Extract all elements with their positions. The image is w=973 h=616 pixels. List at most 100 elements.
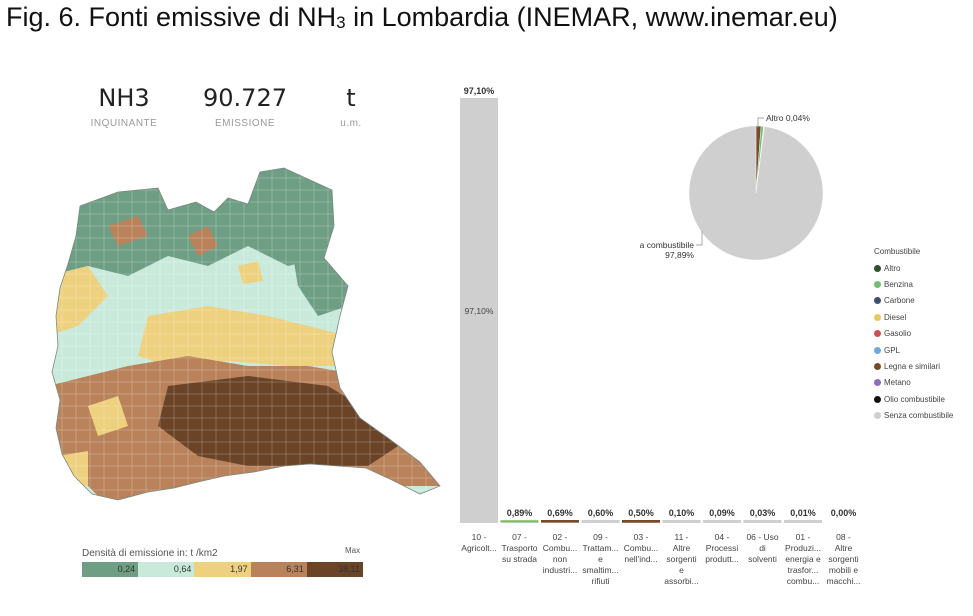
bar-category-label: 08 - — [836, 532, 851, 542]
bar-segment[interactable] — [784, 520, 822, 523]
bar-category-label: Trattam... — [582, 543, 618, 553]
kpi-pollutant-value: NH3 — [98, 84, 150, 112]
bar-category-label: energia e — [785, 554, 821, 564]
bar-value-label: 0,89% — [507, 508, 533, 518]
combustibile-legend-label: GPL — [884, 345, 901, 355]
kpi-unit-value: t — [346, 84, 356, 112]
pie-leader-line — [757, 117, 764, 128]
bar-segment[interactable] — [622, 520, 660, 523]
combustibile-legend-label: Altro — [884, 263, 901, 273]
bar-category-label: 09 - — [593, 532, 608, 542]
bar-segment[interactable] — [581, 520, 620, 523]
legend-dot-icon — [874, 363, 881, 371]
legend-dot-icon — [874, 313, 881, 321]
combustibile-legend-label: Metano — [884, 378, 911, 388]
map-legend-title: Densità di emissione in: t /km2 — [82, 548, 218, 559]
legend-dot-icon — [874, 264, 881, 272]
legend-class-3: 6,31 — [250, 562, 307, 577]
bar-category-label: 10 - — [472, 532, 487, 542]
combustibile-legend-item[interactable]: Senza combustibile — [874, 408, 953, 424]
lombardia-density-map[interactable] — [48, 166, 448, 506]
bar-chart-sectors: 97,10%10 -Agricolt...0,89%07 -Trasportos… — [460, 86, 861, 586]
bar-value-label: 0,60% — [588, 508, 614, 518]
bar-category-label: rifiuti — [592, 576, 610, 586]
legend-dot-icon — [874, 346, 881, 354]
combustibile-legend-item[interactable]: Olio combustibile — [874, 391, 953, 407]
combustibile-legend-item[interactable]: Diesel — [874, 309, 953, 325]
bar-category-label: smaltim... — [582, 565, 618, 575]
combustibile-legend-label: Diesel — [884, 312, 907, 322]
combustibile-legend-item[interactable]: Metano — [874, 375, 953, 391]
figure-title: Fig. 6. Fonti emissive di NH3 in Lombard… — [6, 2, 838, 33]
bar-category-label: nell'ind... — [624, 554, 657, 564]
bar-segment[interactable] — [662, 520, 701, 523]
bar-segment[interactable] — [703, 520, 741, 523]
figure-title-subscript: 3 — [336, 13, 346, 32]
kpi-pollutant: NH3 INQUINANTE — [84, 84, 164, 129]
bar-category-label: produtt... — [705, 554, 739, 564]
legend-class-4: 38,11 — [306, 562, 364, 577]
bar-category-label: 04 - — [715, 532, 730, 542]
bar-category-label: Combu... — [543, 543, 578, 553]
bar-category-label: sorgenti — [666, 554, 696, 564]
figure-title-suffix: in Lombardia (INEMAR, www.inemar.eu) — [345, 2, 838, 32]
bar-category-label: industri... — [543, 565, 578, 575]
combustibile-legend-item[interactable]: Carbone — [874, 293, 953, 309]
bar-category-label: Altre — [835, 543, 853, 553]
legend-class-2: 1,97 — [194, 562, 251, 577]
legend-class-1: 0,64 — [138, 562, 195, 577]
legend-dot-icon — [874, 412, 881, 420]
bar-category-label: 03 - — [634, 532, 649, 542]
legend-dot-icon — [874, 379, 881, 387]
combustibile-legend-label: Legna e similari — [884, 362, 941, 372]
bar-category-label: assorbi... — [664, 576, 699, 586]
map-legend-bar: 0,24 0,64 1,97 6,31 38,11 — [82, 562, 364, 577]
bar-category-label: combu... — [787, 576, 820, 586]
combustibile-legend-item[interactable]: Legna e similari — [874, 358, 953, 374]
bar-category-label: Agricolt... — [461, 543, 496, 553]
bar-value-label: 0,01% — [790, 508, 816, 518]
bar-category-label: macchi... — [826, 576, 860, 586]
pie-slice[interactable] — [688, 125, 824, 261]
bar-category-label: e — [679, 565, 684, 575]
pie-label-senza: Senza combustibile — [640, 240, 694, 250]
bar-category-label: 02 - — [553, 532, 568, 542]
bar-category-label: Produzi... — [785, 543, 821, 553]
bar-category-label: 07 - — [512, 532, 527, 542]
combustibile-legend-item[interactable]: Gasolio — [874, 326, 953, 342]
pie-label-altro: Altro 0,04% — [766, 113, 810, 123]
bar-segment[interactable] — [743, 520, 782, 523]
legend-class-0: 0,24 — [82, 562, 139, 577]
kpi-pollutant-label: INQUINANTE — [90, 118, 158, 129]
bar-category-label: non — [553, 554, 567, 564]
bar-category-label: 06 - Uso — [746, 532, 778, 542]
kpi-emission-label: EMISSIONE — [214, 118, 276, 129]
combustibile-legend-label: Benzina — [884, 280, 913, 290]
bar-category-label: Combu... — [624, 543, 659, 553]
kpi-unit-label: u.m. — [340, 118, 362, 129]
bar-segment[interactable] — [500, 520, 539, 523]
pie-leader-line — [696, 231, 703, 246]
legend-dot-icon — [874, 281, 881, 289]
combustibile-legend-item[interactable]: GPL — [874, 342, 953, 358]
combustibile-legend-label: Gasolio — [884, 329, 912, 339]
bar-segment[interactable] — [541, 520, 579, 523]
legend-dot-icon — [874, 395, 881, 403]
bar-value-label: 0,00% — [831, 508, 857, 518]
combustibile-legend-label: Carbone — [884, 296, 915, 306]
bar-segment[interactable] — [500, 522, 539, 523]
combustibile-legend-title: Combustibile — [874, 247, 921, 256]
combustibile-legend: Combustibile Altro Benzina Carbone Diesel Ga… — [874, 247, 953, 424]
bar-category-label: mobili e — [829, 565, 859, 575]
bar-category-label: di — [759, 543, 766, 553]
bar-category-label: sorgenti — [828, 554, 858, 564]
bar-value-label: 0,10% — [669, 508, 695, 518]
bar-value-label: 97,10% — [464, 86, 495, 96]
combustibile-legend-item[interactable]: Altro — [874, 260, 953, 276]
combustibile-legend-item[interactable]: Benzina — [874, 276, 953, 292]
bar-category-label: su strada — [502, 554, 537, 564]
map-legend-max: Max — [345, 546, 361, 555]
bar-main[interactable] — [460, 98, 498, 523]
bar-category-label: trasfor... — [788, 565, 819, 575]
